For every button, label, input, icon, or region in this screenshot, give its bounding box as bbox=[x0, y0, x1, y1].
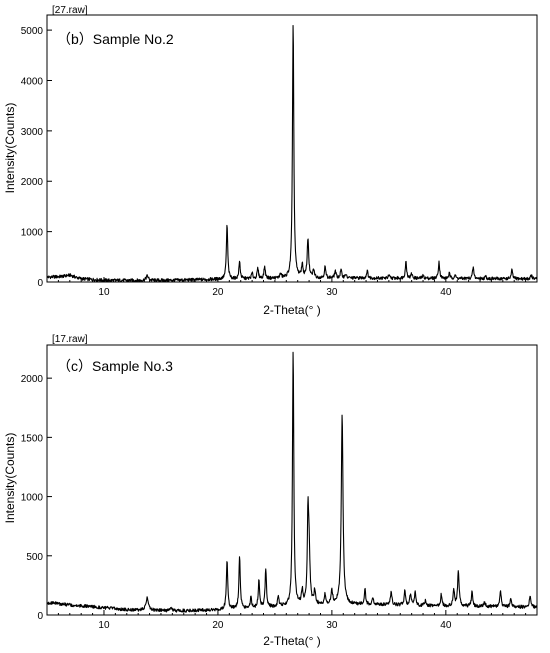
axis-ticks: 10 20 30 40 0 1000 2000 3000 4000 5000 bbox=[21, 26, 538, 298]
axis-ticks: 10 20 30 40 0 500 1000 1500 2000 bbox=[21, 374, 538, 631]
plot-frame bbox=[46, 344, 538, 616]
file-label: [17.raw] bbox=[52, 334, 88, 345]
y-axis-label: Intensity(Counts) bbox=[3, 433, 17, 524]
x-tick-label: 10 bbox=[98, 620, 110, 631]
y-axis-label: Intensity(Counts) bbox=[3, 103, 17, 194]
y-tick-label: 1500 bbox=[21, 433, 44, 444]
x-tick-label: 10 bbox=[98, 287, 110, 298]
plot-frame bbox=[46, 14, 538, 283]
diffraction-trace bbox=[46, 25, 538, 283]
y-tick-label: 0 bbox=[37, 611, 43, 622]
y-tick-label: 0 bbox=[37, 278, 43, 289]
panel-sample-2: [27.raw] （b）Sample No.2 2-Theta(° ) Inte… bbox=[3, 5, 538, 317]
panel-title: （b）Sample No.2 bbox=[57, 31, 174, 47]
y-tick-label: 4000 bbox=[21, 76, 44, 87]
panel-sample-3: [17.raw] （c）Sample No.3 2-Theta(° ) Inte… bbox=[3, 334, 538, 648]
y-tick-label: 1000 bbox=[21, 493, 44, 504]
diffraction-trace bbox=[46, 351, 538, 613]
x-tick-label: 30 bbox=[326, 287, 338, 298]
x-axis-label: 2-Theta(° ) bbox=[263, 634, 320, 648]
y-tick-label: 1000 bbox=[21, 228, 44, 239]
y-tick-label: 3000 bbox=[21, 127, 44, 138]
file-label: [27.raw] bbox=[52, 5, 88, 16]
y-tick-label: 2000 bbox=[21, 374, 44, 385]
x-tick-label: 40 bbox=[440, 287, 452, 298]
x-tick-label: 20 bbox=[212, 287, 224, 298]
x-tick-label: 40 bbox=[440, 620, 452, 631]
y-tick-label: 2000 bbox=[21, 177, 44, 188]
x-axis-label: 2-Theta(° ) bbox=[263, 303, 320, 317]
y-tick-label: 5000 bbox=[21, 26, 44, 37]
panel-title: （c）Sample No.3 bbox=[57, 358, 173, 374]
x-tick-label: 30 bbox=[326, 620, 338, 631]
y-tick-label: 500 bbox=[26, 552, 43, 563]
x-tick-label: 20 bbox=[212, 620, 224, 631]
